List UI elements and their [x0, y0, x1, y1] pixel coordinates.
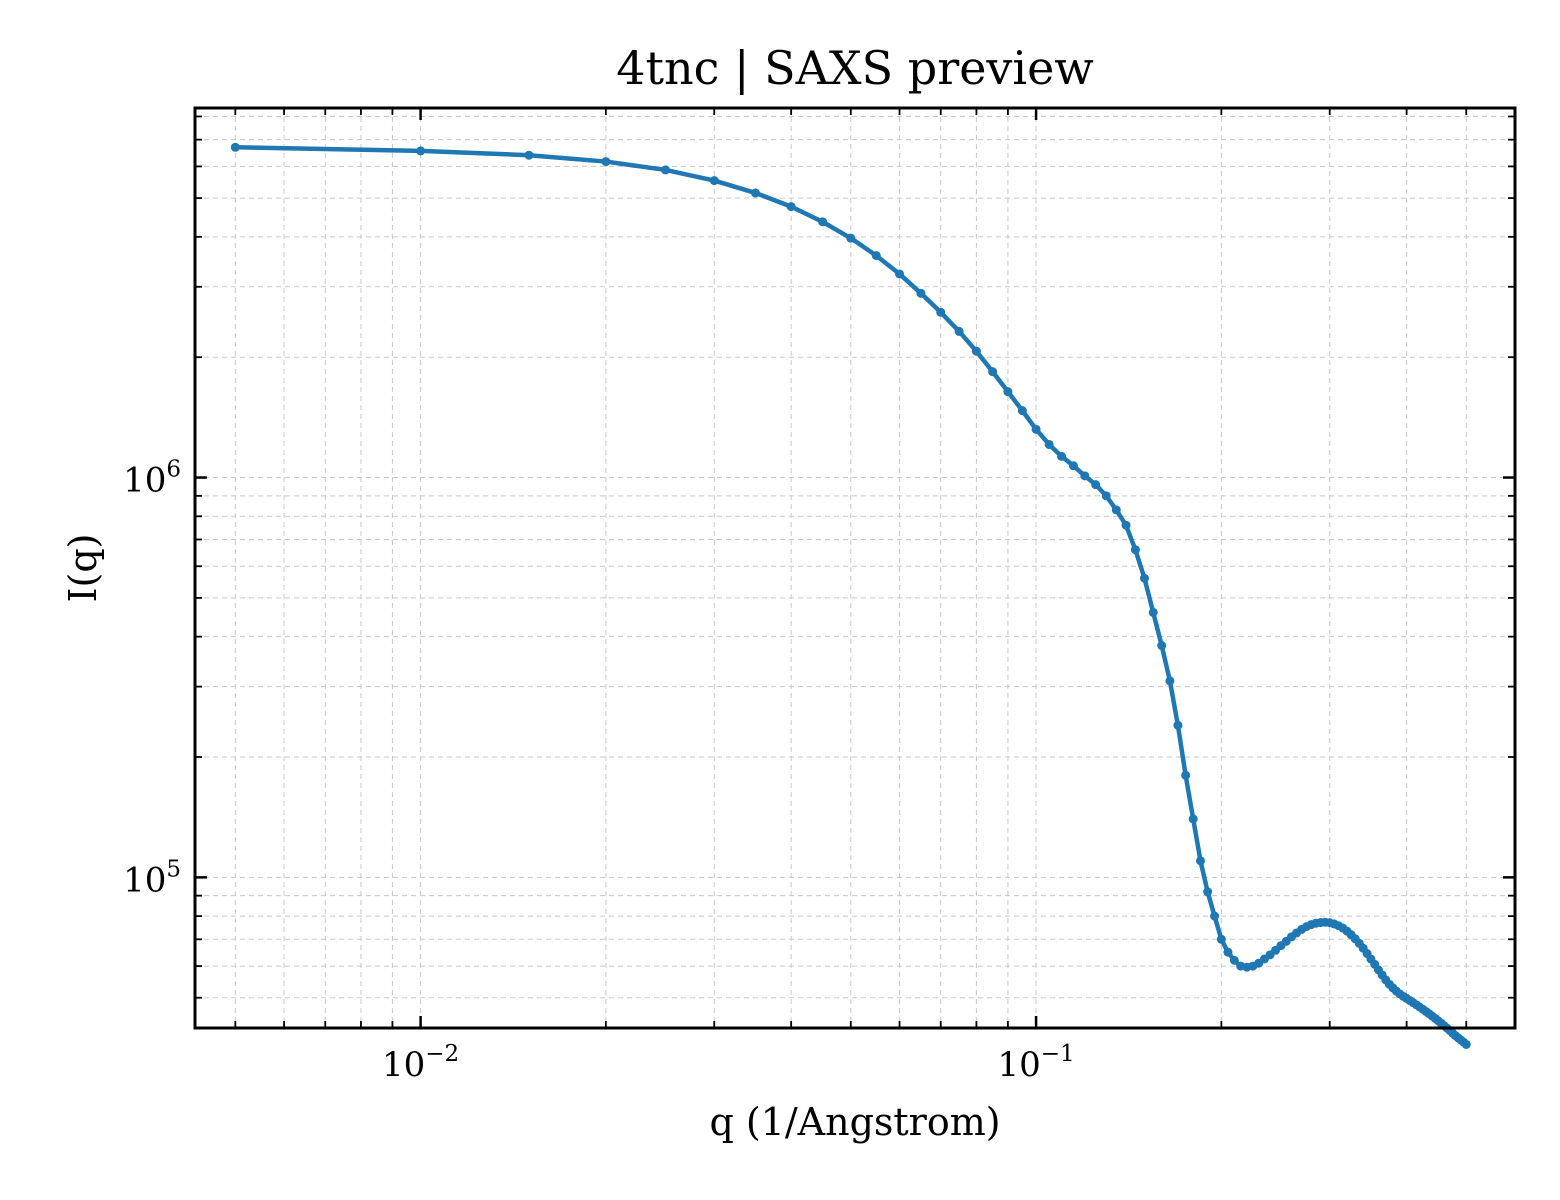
data-point: [230, 142, 240, 152]
data-point: [1196, 856, 1206, 866]
data-point: [1223, 947, 1233, 957]
y-tick-label: 106: [123, 457, 181, 501]
data-point: [416, 146, 426, 156]
y-tick-label-base: 10: [123, 860, 166, 900]
plot-frame: [193, 106, 1517, 1030]
data-point: [1121, 520, 1131, 530]
data-point: [1165, 676, 1175, 686]
data-point: [871, 251, 881, 261]
x-tick-label-exponent: −1: [1041, 1041, 1075, 1067]
data-point: [1068, 461, 1078, 471]
grid-lines: [195, 108, 1515, 1028]
data-point: [1210, 911, 1220, 921]
data-point: [1188, 814, 1198, 824]
data-point: [988, 367, 998, 377]
data-point: [709, 176, 719, 186]
x-axis-label: q (1/Angstrom): [709, 1100, 1000, 1144]
data-point: [1017, 406, 1027, 416]
y-tick-label-exponent: 6: [166, 457, 181, 483]
data-point: [1148, 607, 1158, 617]
data-point: [786, 202, 796, 212]
data-point: [916, 288, 926, 298]
data-point: [1031, 424, 1041, 434]
data-point: [1091, 480, 1101, 490]
data-point: [524, 150, 534, 160]
data-point: [1101, 491, 1111, 501]
data-point: [1461, 1039, 1471, 1049]
x-tick-label-base: 10: [382, 1045, 425, 1085]
data-point: [1229, 955, 1239, 965]
data-point: [1111, 505, 1121, 515]
data-point: [1003, 387, 1013, 397]
x-tick-label: 10−1: [997, 1041, 1074, 1085]
data-point: [936, 307, 946, 317]
data-point: [1216, 934, 1226, 944]
data-point: [1139, 573, 1149, 583]
data-point: [1173, 720, 1183, 730]
data-point: [661, 165, 671, 175]
data-point: [971, 346, 981, 356]
chart-title: 4tnc | SAXS preview: [616, 41, 1093, 95]
data-point: [1057, 451, 1067, 461]
data-point: [818, 217, 828, 227]
data-point: [601, 157, 611, 167]
y-tick-label-base: 10: [123, 461, 166, 501]
data-point: [954, 326, 964, 336]
data-point: [1080, 471, 1090, 481]
y-axis-label: I(q): [61, 534, 105, 603]
x-tick-label-exponent: −2: [425, 1041, 459, 1067]
data-point: [1044, 439, 1054, 449]
data-point: [1130, 545, 1140, 555]
data-point: [846, 233, 856, 243]
y-tick-label: 105: [123, 856, 181, 900]
x-tick-label: 10−2: [382, 1041, 459, 1085]
x-tick-label-base: 10: [997, 1045, 1040, 1085]
data-point: [1157, 641, 1167, 651]
data-point: [1181, 770, 1191, 780]
data-point: [895, 269, 905, 279]
y-tick-label-exponent: 5: [166, 856, 181, 882]
data-point: [1203, 887, 1213, 897]
data-point: [750, 188, 760, 198]
